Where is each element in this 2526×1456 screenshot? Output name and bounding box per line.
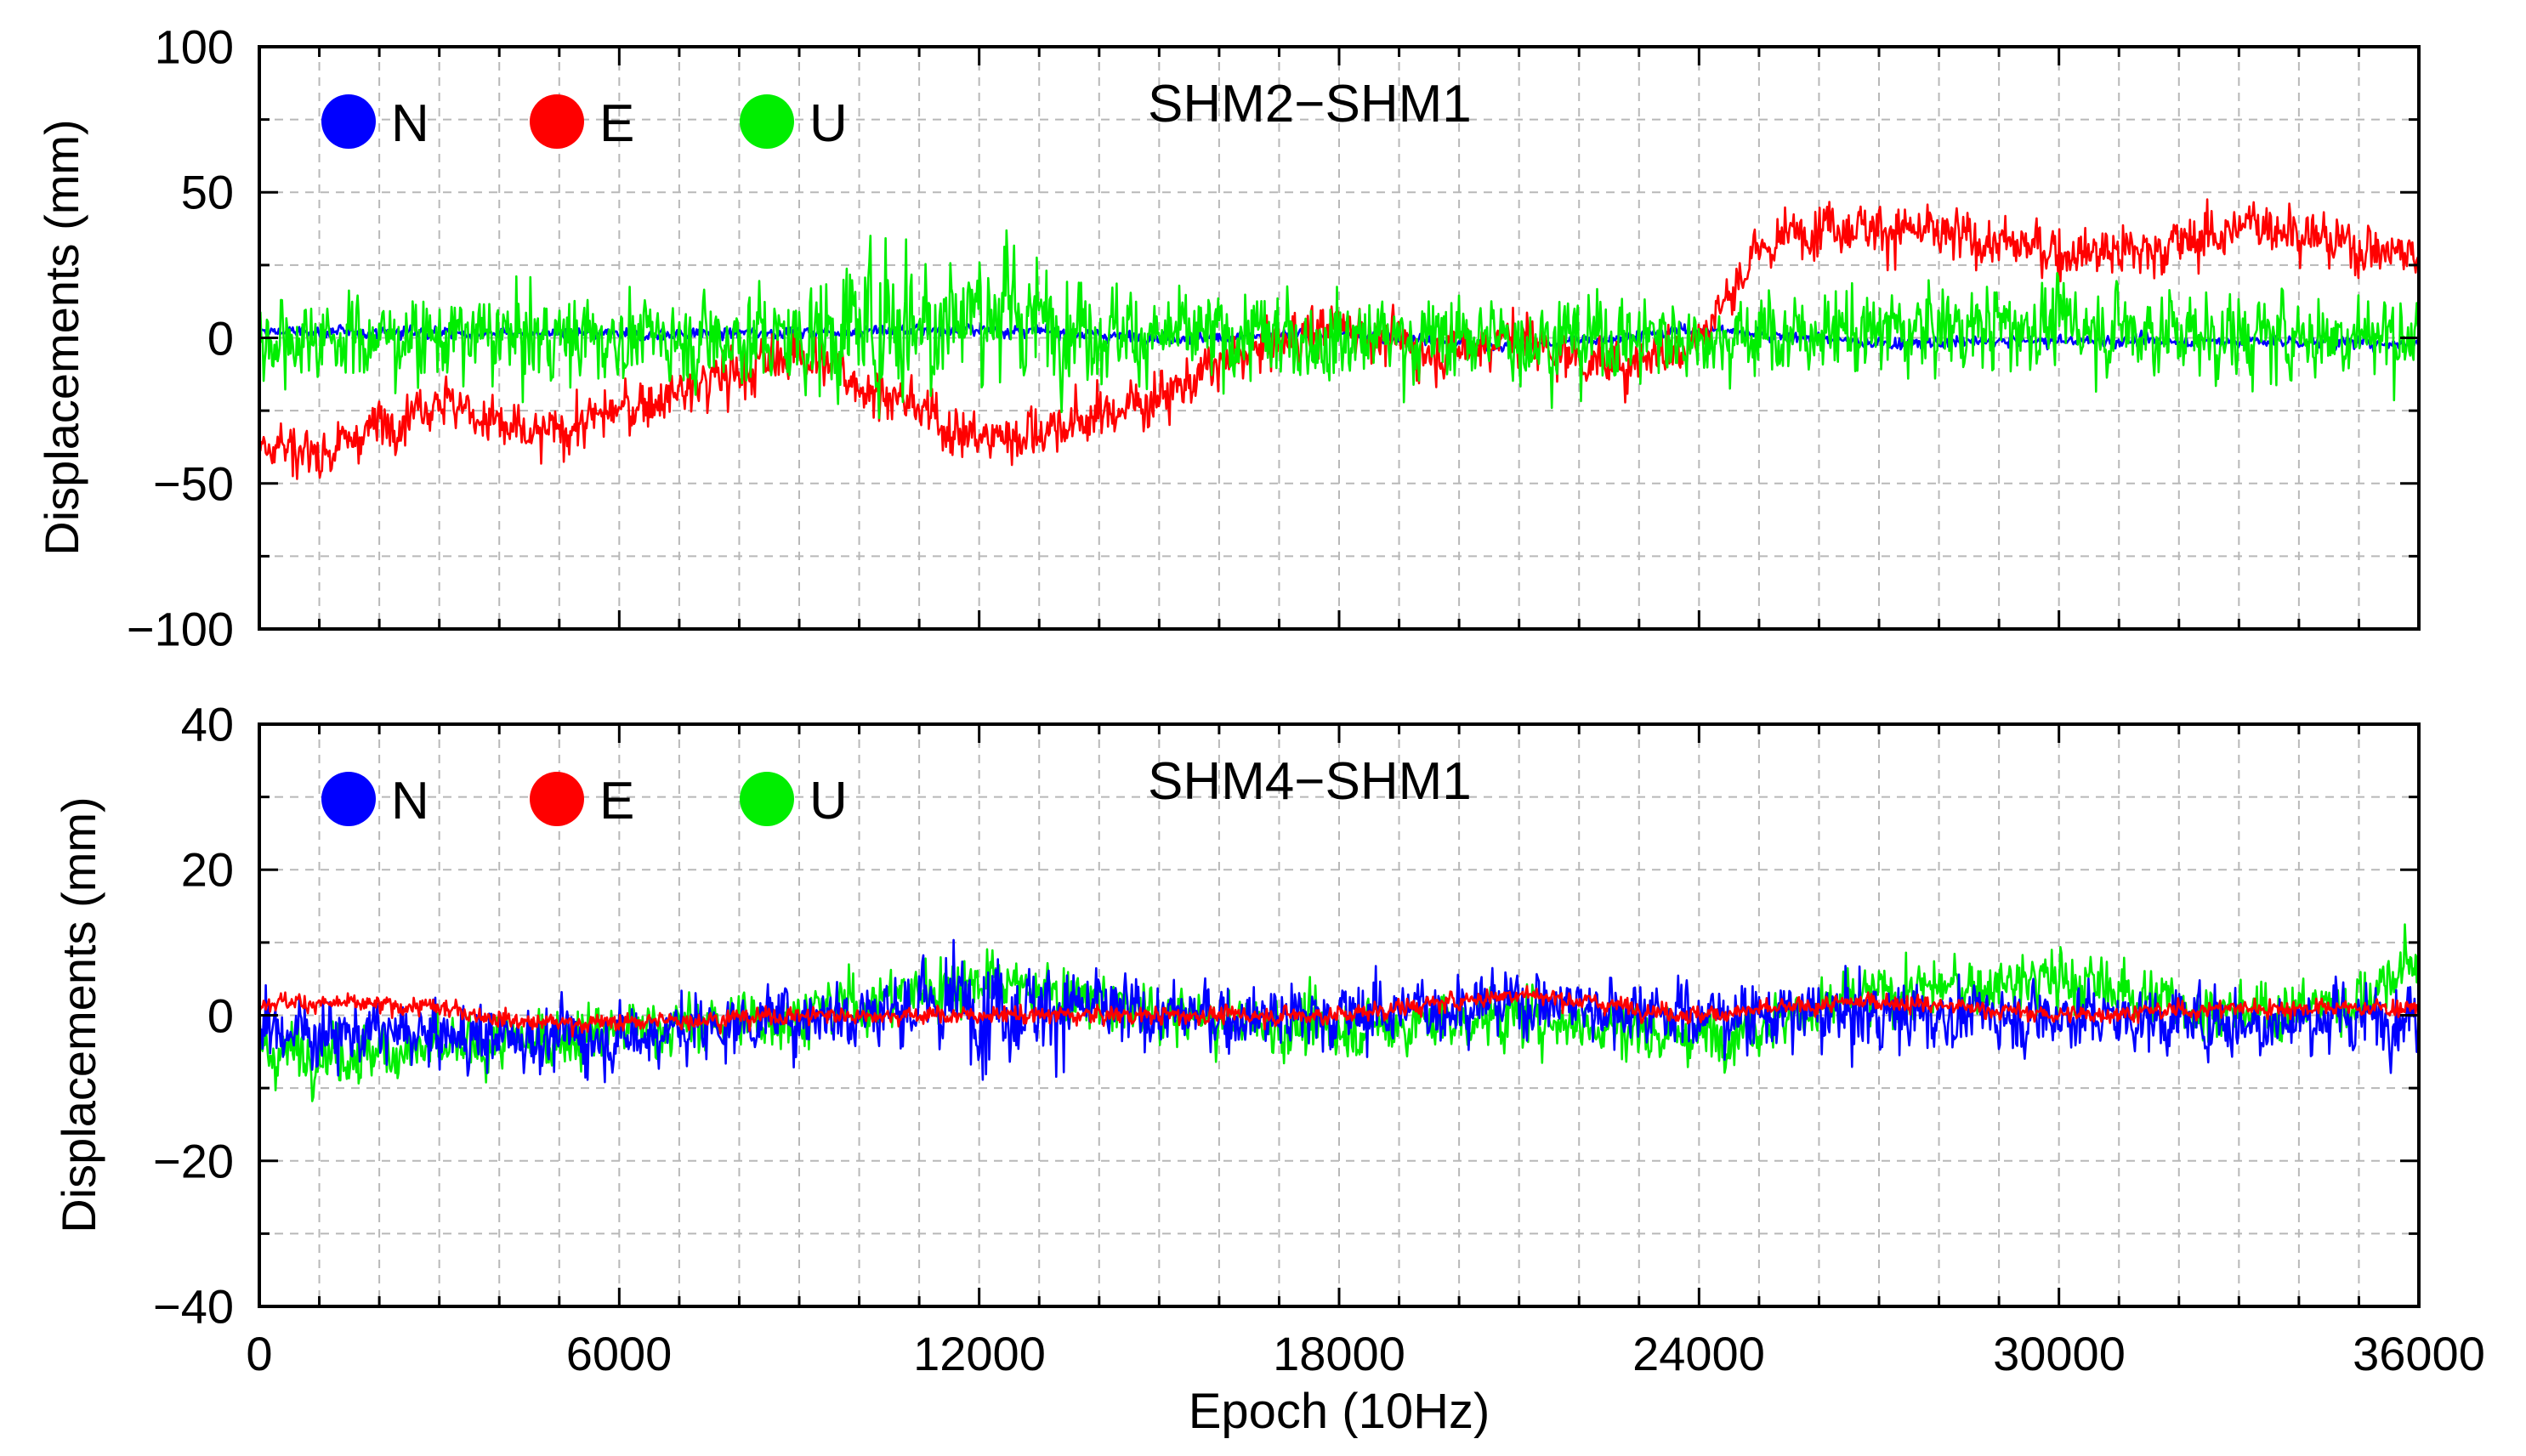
series-layer: [259, 923, 2419, 1102]
legend-marker-u: [740, 94, 794, 149]
legend-marker-n: [321, 94, 376, 149]
legend-label-u: U: [809, 94, 848, 153]
legend-marker-e: [530, 94, 584, 149]
y-tick-labels: −40 −20 0 20 40: [153, 698, 234, 1334]
legend-marker-e: [530, 772, 584, 826]
legend-marker-u: [740, 772, 794, 826]
x-tick-label: 18000: [1273, 1327, 1405, 1380]
legend: N E U: [321, 772, 848, 830]
x-tick-label: 12000: [913, 1327, 1046, 1380]
y-tick-label: 40: [181, 698, 234, 751]
y-tick-label: −40: [153, 1280, 234, 1334]
legend-label-e: E: [599, 94, 634, 153]
x-tick-label: 30000: [1993, 1327, 2126, 1380]
legend-label-u: U: [809, 772, 848, 830]
y-tick-label: −50: [153, 457, 234, 511]
legend-marker-n: [321, 772, 376, 826]
x-tick-label: 36000: [2353, 1327, 2485, 1380]
y-tick-label: 20: [181, 843, 234, 897]
ticks: [258, 722, 2421, 1308]
legend-label-e: E: [599, 772, 634, 830]
legend-label-n: N: [391, 94, 429, 153]
y-axis-label: Displacements (mm): [35, 119, 88, 555]
x-tick-label: 6000: [566, 1327, 673, 1380]
ticks: [258, 45, 2421, 631]
y-tick-label: 100: [155, 20, 234, 74]
x-tick-label: 0: [246, 1327, 272, 1380]
panel-shm4-shm1: −40 −20 0 20 40 0 6000 12000 18000 24000…: [52, 698, 2485, 1440]
y-axis-label: Displacements (mm): [52, 796, 105, 1232]
x-tick-labels: 0 6000 12000 18000 24000 30000 36000: [246, 1327, 2484, 1380]
y-tick-label: 0: [207, 989, 234, 1043]
panel-shm2-shm1: −100 −50 0 50 100 Displacements (mm) SHM…: [35, 20, 2421, 656]
panel-title: SHM2−SHM1: [1148, 75, 1472, 133]
y-tick-label: −20: [153, 1135, 234, 1188]
legend-label-n: N: [391, 772, 429, 830]
y-tick-label: 50: [181, 166, 234, 219]
panel-title: SHM4−SHM1: [1148, 752, 1472, 811]
legend: N E U: [321, 94, 848, 153]
y-tick-labels: −100 −50 0 50 100: [127, 20, 234, 656]
y-tick-label: 0: [207, 312, 234, 365]
series-line-u: [259, 229, 2419, 420]
x-axis-label: Epoch (10Hz): [1189, 1384, 1490, 1439]
series-layer: [259, 198, 2419, 480]
series-line-e: [259, 984, 2419, 1038]
x-tick-label: 24000: [1632, 1327, 1765, 1380]
y-tick-label: −100: [127, 603, 234, 656]
